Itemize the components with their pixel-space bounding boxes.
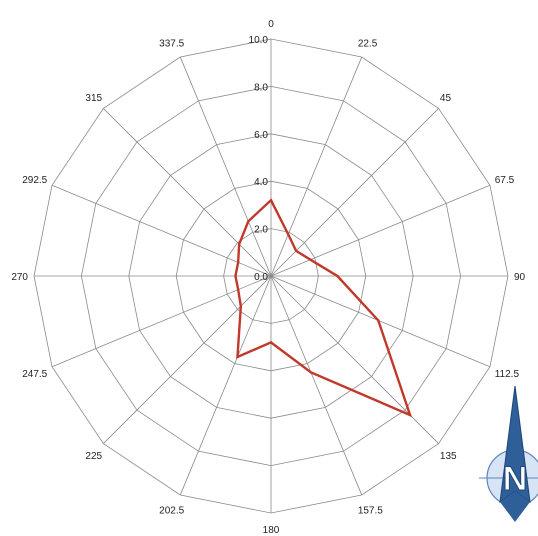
grid-spoke xyxy=(51,184,272,277)
grid-spoke xyxy=(270,275,491,368)
category-label: 112.5 xyxy=(495,369,520,380)
category-label: 180 xyxy=(263,525,280,536)
data-point xyxy=(236,261,240,264)
category-label: 135 xyxy=(440,451,457,462)
radial-tick-label: 4.0 xyxy=(254,177,268,188)
data-point xyxy=(269,341,273,344)
category-label: 225 xyxy=(85,451,102,462)
grid-spoke xyxy=(270,275,363,496)
data-point xyxy=(309,371,313,374)
radial-tick-label: 6.0 xyxy=(254,130,268,141)
radial-tick-labels: 0.0 2.0 4.0 6.0 8.0 10.0 xyxy=(249,35,269,283)
category-label: 247.5 xyxy=(22,369,47,380)
data-point xyxy=(294,249,298,253)
data-point xyxy=(336,274,339,278)
data-point xyxy=(236,355,239,359)
category-label: 67.5 xyxy=(495,175,515,186)
radar-grid xyxy=(33,38,509,514)
data-point xyxy=(247,220,250,223)
radial-tick-label: 10.0 xyxy=(249,35,269,46)
category-labels: 0 22.5 45 67.5 90 112.5 135 157.5 180 202.5 225 247… xyxy=(11,19,525,536)
data-point xyxy=(309,258,312,261)
category-label: 292.5 xyxy=(22,175,47,186)
radial-tick-label: 0.0 xyxy=(254,272,268,283)
category-label: 157.5 xyxy=(358,506,383,517)
grid-spoke xyxy=(103,275,272,444)
data-point xyxy=(408,413,412,417)
grid-spoke xyxy=(270,56,363,277)
data-point xyxy=(377,319,380,322)
grid-spoke xyxy=(103,108,272,277)
category-label: 315 xyxy=(85,93,102,104)
category-label: 337.5 xyxy=(159,38,184,49)
data-point xyxy=(234,274,237,278)
compass-letter: N xyxy=(503,460,528,498)
grid-spoke xyxy=(179,56,272,277)
grid-spoke xyxy=(270,184,491,277)
data-point xyxy=(269,198,273,202)
data-point xyxy=(239,304,243,308)
grid-spoke xyxy=(179,275,272,496)
grid-spoke xyxy=(51,275,272,368)
category-label: 202.5 xyxy=(159,506,184,517)
data-point xyxy=(236,288,240,291)
category-label: 0 xyxy=(268,19,274,30)
category-label: 90 xyxy=(514,272,526,283)
category-label: 45 xyxy=(440,93,452,104)
category-label: 270 xyxy=(11,272,28,283)
category-label: 22.5 xyxy=(358,38,378,49)
radial-tick-label: 2.0 xyxy=(254,225,268,236)
series-layer xyxy=(234,198,413,418)
data-point xyxy=(237,242,241,246)
data-point xyxy=(287,233,290,236)
north-arrow-icon: N xyxy=(479,385,538,522)
radial-tick-label: 8.0 xyxy=(254,82,268,93)
grid-spoke xyxy=(270,108,439,277)
